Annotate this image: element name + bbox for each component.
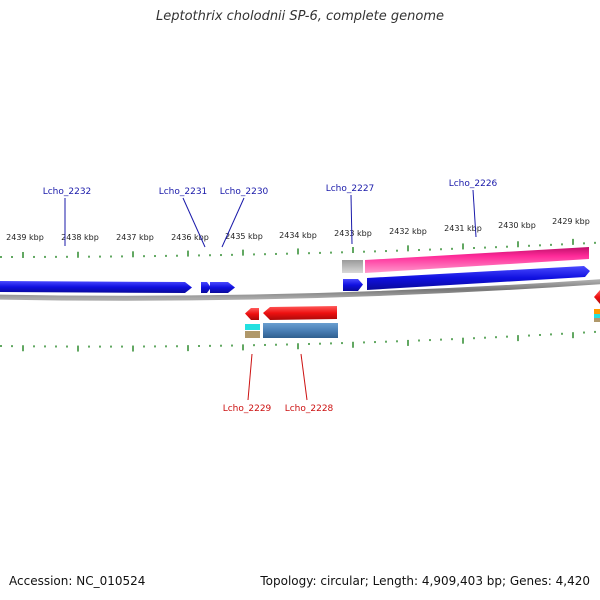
gene-label[interactable]: Lcho_2230 [220,187,269,197]
genome-backbone [0,279,600,301]
tan-edge-feature[interactable] [594,318,600,322]
genome-summary-text: Topology: circular; Length: 4,909,403 bp… [260,574,590,588]
gene-lcho-2227[interactable] [343,279,363,291]
tick-label: 2435 kbp [225,232,263,241]
tick-label: 2438 kbp [61,233,99,242]
tick-label: 2439 kbp [6,233,44,242]
grey-feature[interactable] [342,260,363,273]
steelblue-feature[interactable] [263,323,338,338]
tick-label: 2429 kbp [552,217,590,226]
forward-strand-features [0,247,590,293]
tick-label: 2437 kbp [116,233,154,242]
scale-labels: 2439 kbp 2438 kbp 2437 kbp 2436 kbp 2435… [6,217,590,242]
tick-row-bottom [0,330,596,352]
gene-label[interactable]: Lcho_2226 [449,179,498,189]
leader-line [182,197,206,248]
gene-label[interactable]: Lcho_2231 [159,187,208,197]
gene-lcho-2229[interactable] [245,308,259,320]
cyan-feature[interactable] [245,324,260,330]
gene-lcho-2232[interactable] [0,281,192,293]
tick-row-top [0,238,596,258]
gene-label[interactable]: Lcho_2227 [326,184,375,194]
gene-lcho-2231[interactable] [201,282,211,293]
leader-line [350,194,353,245]
map-title: Leptothrix cholodnii SP-6, complete geno… [156,9,444,24]
tick-label: 2436 kbp [171,233,209,242]
label-leaders [64,189,477,401]
cyan-edge-feature[interactable] [594,314,600,318]
rna-pink-feature[interactable] [365,247,589,273]
leader-line [221,197,245,248]
gene-lcho-2226[interactable] [367,266,590,290]
tick-label: 2434 kbp [279,231,317,240]
leader-line [472,189,477,238]
gene-label[interactable]: Lcho_2229 [223,404,272,414]
tan-feature[interactable] [245,331,260,338]
accession-text: Accession: NC_010524 [9,574,146,588]
tick-label: 2433 kbp [334,229,372,238]
tick-label: 2431 kbp [444,224,482,233]
gene-label[interactable]: Lcho_2228 [285,404,334,414]
tick-label: 2432 kbp [389,227,427,236]
leader-line [300,353,308,401]
tick-label: 2430 kbp [498,221,536,230]
orange-edge-feature[interactable] [594,309,600,314]
gene-lcho-2230[interactable] [210,282,235,293]
gene-labels: Lcho_2232 Lcho_2231 Lcho_2230 Lcho_2227 … [43,179,498,414]
gene-lcho-2228[interactable] [263,306,337,320]
gene-label[interactable]: Lcho_2232 [43,187,92,197]
gene-edge-reverse[interactable] [594,290,600,304]
leader-line [247,353,253,401]
reverse-strand-features [245,290,600,338]
